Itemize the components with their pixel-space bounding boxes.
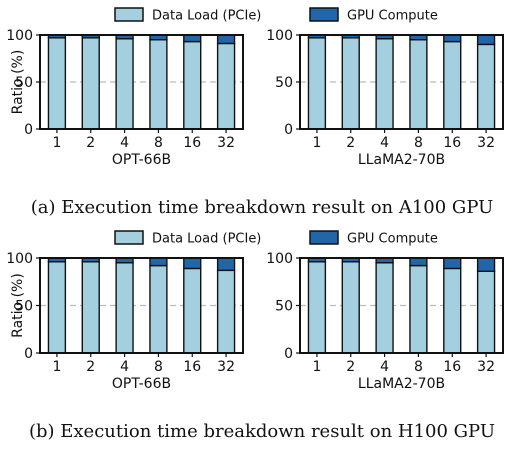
bar-data-load <box>443 40 462 130</box>
x-axis-label: LLaMA2-70B <box>358 376 445 392</box>
bar-gpu-compute <box>443 257 462 270</box>
bar-gpu-compute <box>216 257 236 272</box>
bar-data-load <box>409 39 428 130</box>
chart-panel: 1 2 4 8 16 32 0 50 100 LLaMA2-70B <box>266 28 504 168</box>
x-tick-label: 2 <box>86 135 95 151</box>
y-tick-label: 100 <box>6 28 33 44</box>
legend-label: Data Load (PCIe) <box>152 9 261 24</box>
bar-data-load <box>81 37 100 130</box>
bar-data-load <box>476 270 496 354</box>
x-tick-label: 16 <box>443 359 461 375</box>
y-tick-label: 100 <box>266 251 293 267</box>
x-tick-label: 8 <box>154 359 163 375</box>
caption-a: (a) Execution time breakdown result on A… <box>31 197 494 218</box>
bar-data-load <box>375 262 394 354</box>
bar-data-load <box>115 38 134 130</box>
bar-data-load <box>307 261 327 354</box>
x-tick-label: 4 <box>120 359 129 375</box>
x-tick-label: 16 <box>183 135 201 151</box>
x-tick-label: 2 <box>346 135 355 151</box>
x-axis-label: LLaMA2-70B <box>358 152 445 168</box>
y-tick-label: 50 <box>15 299 33 315</box>
bar-gpu-compute <box>216 34 236 45</box>
y-tick-label: 50 <box>15 75 33 91</box>
x-tick-label: 32 <box>477 359 495 375</box>
bar-data-load <box>375 38 394 130</box>
y-tick-label: 50 <box>275 299 293 315</box>
chart-panel: 1 2 4 8 16 32 0 50 100 OPT-66B Ratio (%) <box>6 28 244 168</box>
x-tick-label: 8 <box>154 135 163 151</box>
bar-data-load <box>81 261 100 354</box>
x-tick-label: 1 <box>312 135 321 151</box>
x-tick-label: 4 <box>120 135 129 151</box>
chart-panel: 1 2 4 8 16 32 0 50 100 OPT-66B Ratio (%) <box>6 251 244 392</box>
x-tick-label: 32 <box>477 135 495 151</box>
y-tick-label: 100 <box>266 28 293 44</box>
x-axis-label: OPT-66B <box>112 152 171 168</box>
bar-data-load <box>307 37 327 130</box>
x-tick-label: 4 <box>380 135 389 151</box>
legend: Data Load (PCIe) GPU Compute <box>114 230 438 247</box>
bar-data-load <box>476 43 496 130</box>
y-tick-label: 0 <box>24 346 33 362</box>
bar-gpu-compute <box>409 257 428 267</box>
bar-data-load <box>115 262 134 354</box>
y-axis-label: Ratio (%) <box>10 273 26 338</box>
legend-label: Data Load (PCIe) <box>152 232 261 247</box>
y-tick-label: 0 <box>284 122 293 138</box>
legend-label: GPU Compute <box>347 9 438 24</box>
y-axis-label: Ratio (%) <box>10 50 26 115</box>
caption-b: (b) Execution time breakdown result on H… <box>29 421 495 442</box>
bar-data-load <box>409 264 428 354</box>
bar-gpu-compute <box>183 257 202 270</box>
x-tick-label: 1 <box>52 135 61 151</box>
bar-data-load <box>216 42 236 130</box>
x-tick-label: 2 <box>86 359 95 375</box>
chart-panel: 1 2 4 8 16 32 0 50 100 LLaMA2-70B <box>266 251 504 392</box>
y-tick-label: 50 <box>275 75 293 91</box>
x-tick-label: 16 <box>443 135 461 151</box>
x-tick-label: 32 <box>217 359 235 375</box>
bar-data-load <box>47 261 67 354</box>
legend-swatch <box>114 230 144 245</box>
legend-swatch <box>309 7 339 22</box>
x-tick-label: 32 <box>217 135 235 151</box>
y-tick-label: 0 <box>284 346 293 362</box>
bar-data-load <box>149 39 168 130</box>
y-tick-label: 0 <box>24 122 33 138</box>
bar-data-load <box>443 267 462 354</box>
bar-data-load <box>47 37 67 130</box>
x-axis-label: OPT-66B <box>112 376 171 392</box>
x-tick-label: 1 <box>312 359 321 375</box>
legend-label: GPU Compute <box>347 232 438 247</box>
bar-gpu-compute <box>476 34 496 46</box>
bar-data-load <box>149 264 168 354</box>
bar-data-load <box>183 40 202 130</box>
legend-swatch <box>114 7 144 22</box>
bar-data-load <box>183 267 202 354</box>
bar-gpu-compute <box>149 257 168 267</box>
bar-gpu-compute <box>476 257 496 273</box>
bar-data-load <box>341 37 360 130</box>
x-tick-label: 2 <box>346 359 355 375</box>
x-tick-label: 8 <box>414 359 423 375</box>
x-tick-label: 1 <box>52 359 61 375</box>
x-tick-label: 8 <box>414 135 423 151</box>
legend-swatch <box>309 230 339 245</box>
x-tick-label: 4 <box>380 359 389 375</box>
legend: Data Load (PCIe) GPU Compute <box>114 7 438 24</box>
bar-data-load <box>216 269 236 354</box>
y-tick-label: 100 <box>6 251 33 267</box>
bar-data-load <box>341 261 360 354</box>
x-tick-label: 16 <box>183 359 201 375</box>
